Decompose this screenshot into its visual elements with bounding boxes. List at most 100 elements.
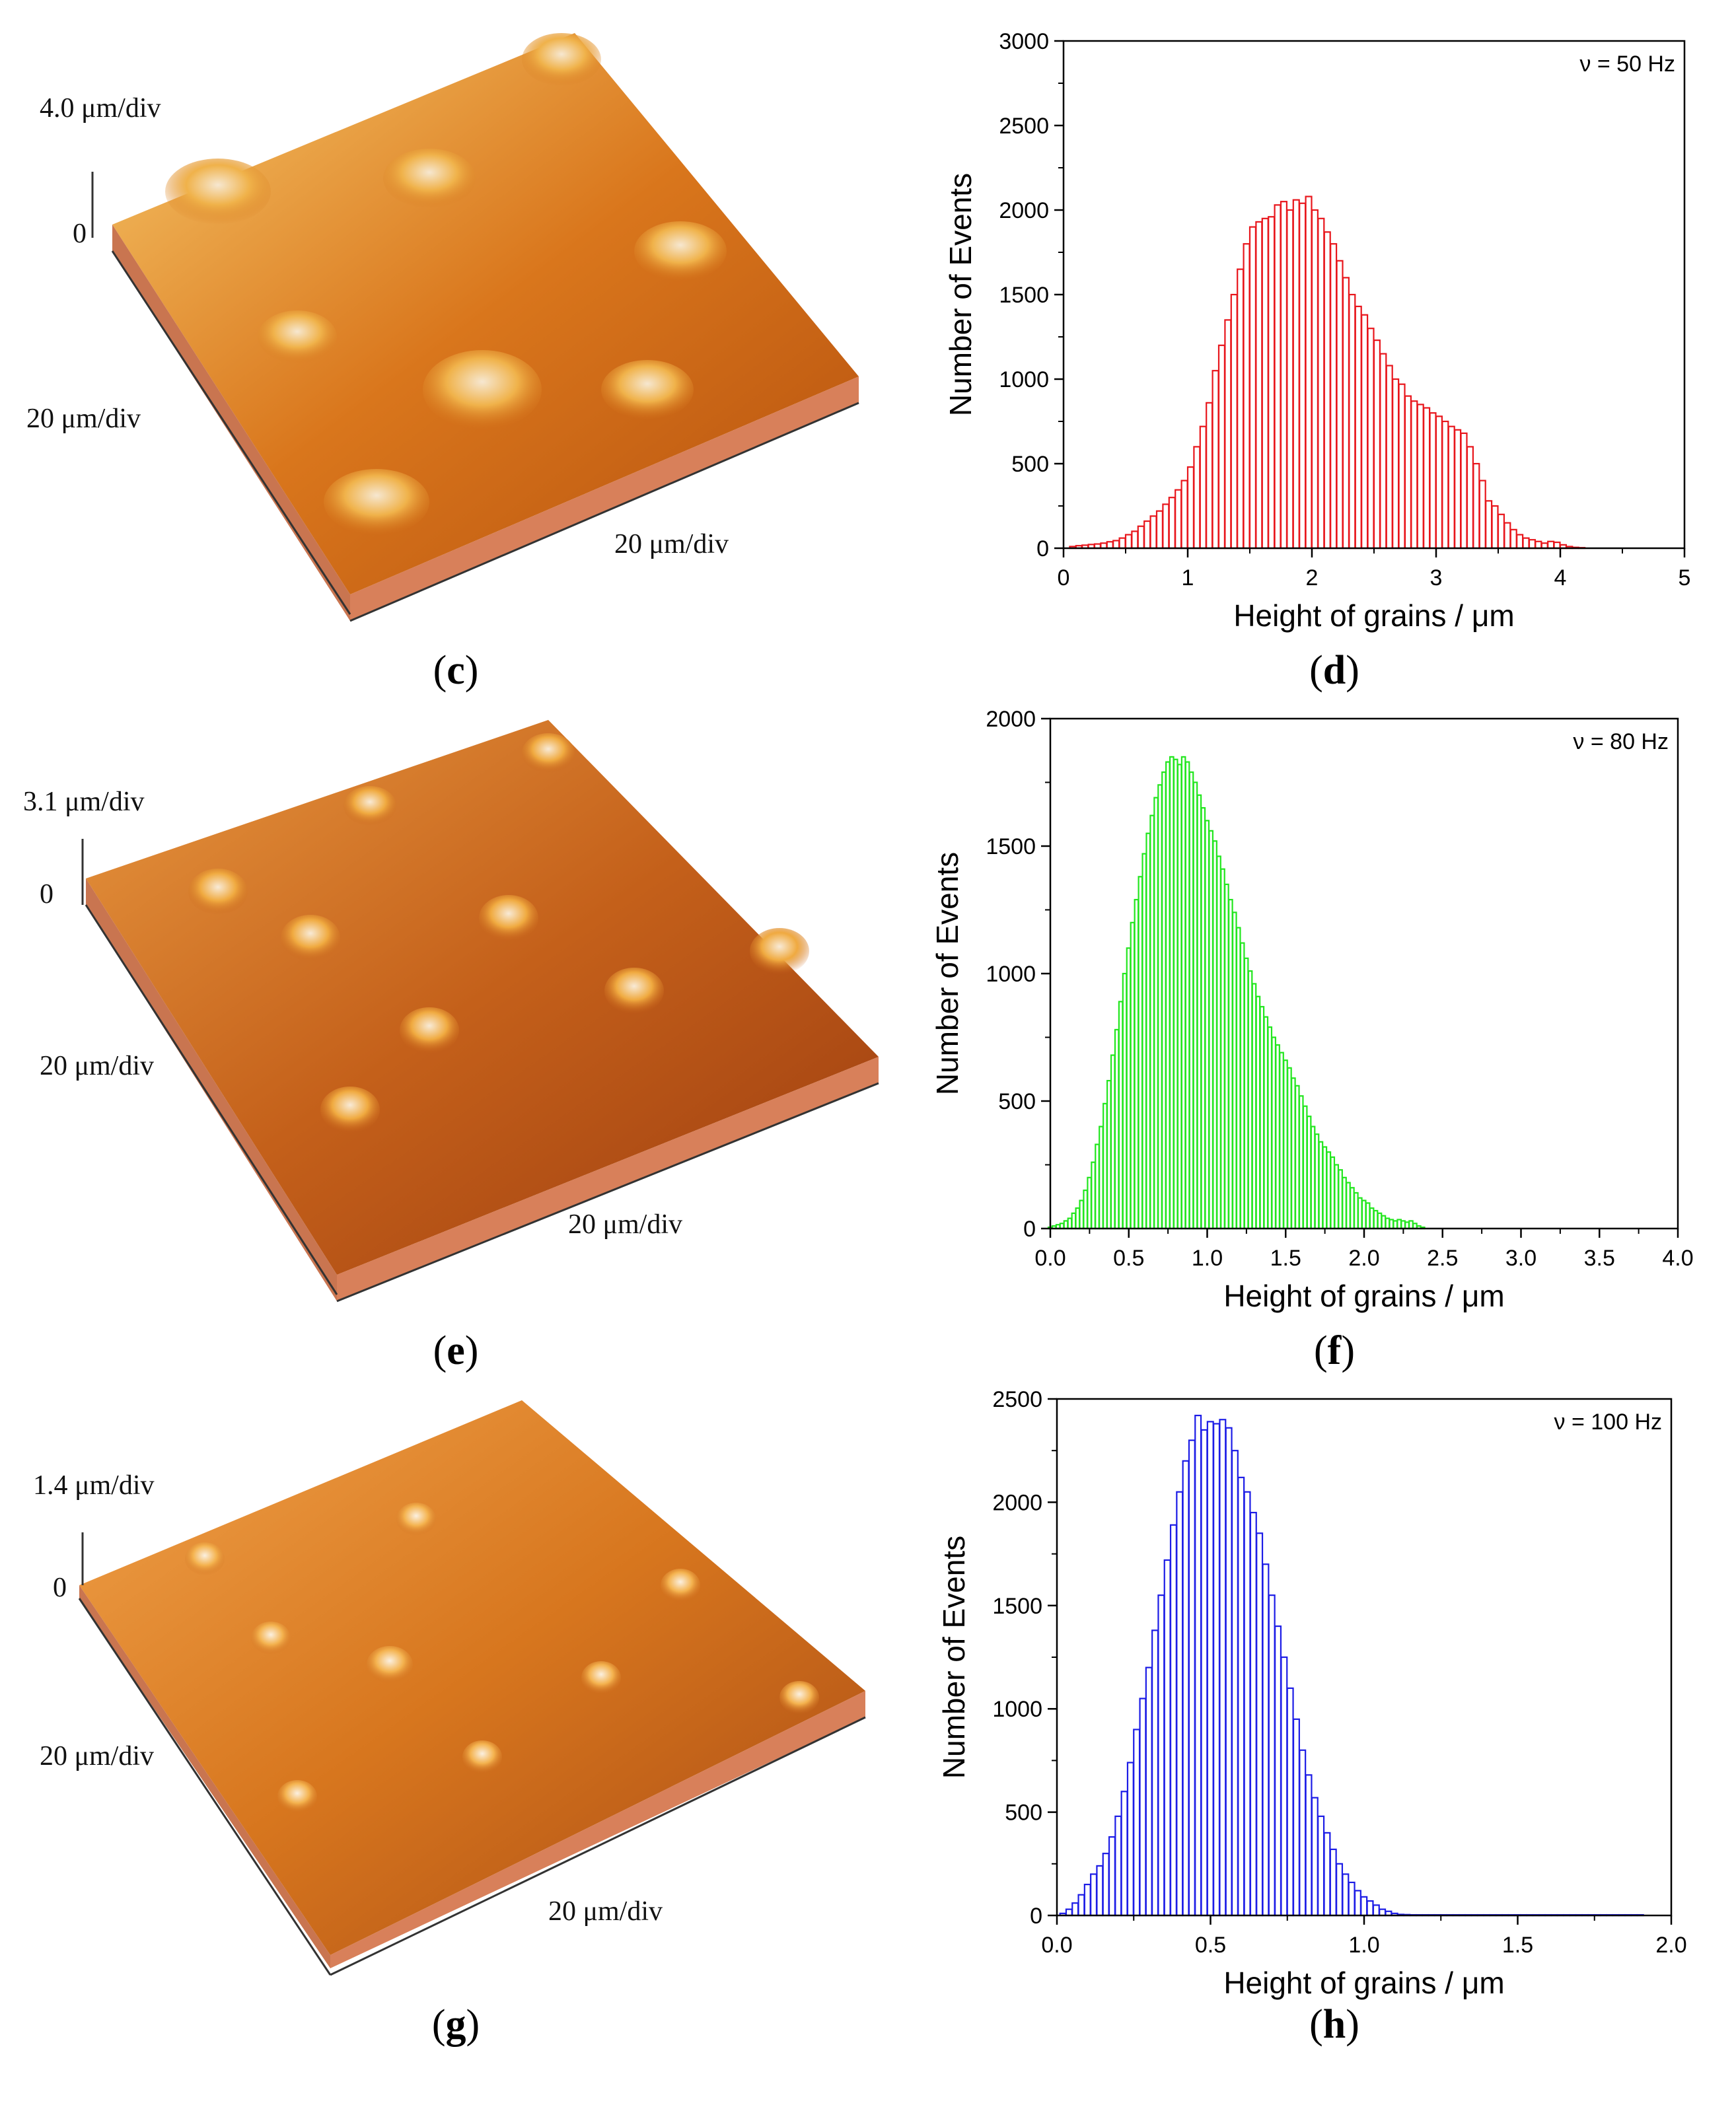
histogram-bar [1188,1439,1196,1917]
histogram-bar [1176,1491,1184,1917]
x-scale-label: 20 μm/div [548,1896,663,1927]
y-scale-label: 20 μm/div [40,1051,155,1081]
histogram-svg: 0.0 0.5 1.0 1.5 2.0 2.5 3.0 3.5 4.0 0 500 1000 1500 2… [930,707,1694,1313]
histogram-bar [1361,314,1369,550]
histogram-bar [1157,784,1163,1230]
histogram-bar [1314,1133,1320,1230]
histogram-bar [1162,503,1170,550]
histogram-bar [1330,243,1338,550]
histogram-bar [1286,209,1294,550]
x-tick-label: 3.0 [1505,1246,1537,1271]
afm-image-c: 4.0 μm/div 0 20 μm/div 20 μm/div [20,20,872,634]
histogram-bar [1485,500,1493,550]
y-tick-label: 2000 [999,198,1049,223]
histogram-bar [1243,957,1249,1230]
histogram-bar [1509,528,1517,550]
x-tick-label: 2 [1306,565,1319,590]
panel-caption-h: (h) [1309,2002,1359,2047]
x-scale-label: 20 μm/div [614,529,729,559]
y-tick-label: 2500 [992,1387,1042,1412]
histogram-bar [1237,1476,1245,1917]
histogram-bar [1083,1189,1089,1230]
y-tick-label: 0 [1023,1217,1036,1242]
histogram-bar [1348,1881,1356,1917]
histogram-bar [1145,832,1151,1230]
histogram-bar [1096,1865,1104,1917]
histogram-bar [1071,1902,1079,1917]
histogram-bar [1212,370,1219,550]
histogram-bar [1149,814,1155,1230]
x-tick-label: 1 [1182,565,1194,590]
histogram-bar [1206,402,1213,550]
histogram-bar [1357,1197,1363,1230]
z-scale-label: 3.1 μm/div [23,787,145,817]
histogram-bar [1255,221,1263,550]
histogram-bar [1326,1151,1332,1230]
histogram-bar [1112,540,1120,550]
histogram-bar [1194,1414,1202,1917]
z-zero-label: 0 [73,219,87,249]
histogram-bar [1110,1054,1116,1230]
histogram-bar [1095,1143,1100,1230]
histogram-bar [1441,420,1449,550]
histogram-bar [1310,1125,1316,1230]
histogram-bar [1106,541,1114,550]
histogram-bar [1087,1176,1092,1230]
x-axis-label: Height of grains / μm [1223,1966,1504,2000]
histogram-bar [1188,771,1194,1230]
histogram-bar [1354,305,1362,550]
histogram-bar [1274,1625,1282,1917]
histogram-bar [1318,1141,1324,1230]
histogram-bar [1472,462,1480,550]
histogram-bar [1249,1511,1257,1917]
histogram-bar [1114,1815,1122,1917]
y-axis-label: Number of Events [937,1536,971,1779]
histogram-bar [1268,1594,1276,1917]
y-tick-label: 500 [1011,452,1049,477]
y-tick-label: 0 [1030,1904,1042,1929]
histogram-bar [1294,1085,1300,1230]
afm-image-g: 1.4 μm/div 0 20 μm/div 20 μm/div [20,1387,879,1995]
histogram-bar [1267,1026,1273,1230]
histogram-bar [1279,1052,1284,1230]
histogram-d: 0 1 2 3 4 5 0 500 1000 1500 2000 2500 3000 Height of … [925,20,1718,641]
histogram-bar [1275,1044,1280,1230]
histogram-bar [1322,1146,1328,1230]
panel-caption-c: (c) [433,648,479,693]
histogram-bar [1398,383,1406,550]
histogram-bar [1243,243,1250,550]
histogram-bar [1163,1559,1171,1917]
histogram-bar [1553,541,1561,550]
y-axis-label: Number of Events [930,852,964,1095]
histogram-bar [1379,1908,1387,1917]
x-scale-label: 20 μm/div [568,1209,683,1240]
histogram-bar [1130,921,1136,1230]
histogram-bar [1372,1904,1380,1917]
histogram-bar [1120,1791,1128,1917]
histogram-bar [1503,522,1511,550]
histogram-bar [1400,1220,1406,1230]
x-axis-label: Height of grains / μm [1223,1279,1504,1313]
histogram-f: 0.0 0.5 1.0 1.5 2.0 2.5 3.0 3.5 4.0 0 500 1000 1500 2… [925,707,1718,1321]
histogram-bar [1137,525,1145,550]
z-zero-label: 0 [40,879,54,910]
histogram-bar [1200,1429,1208,1917]
histogram-bar [1200,807,1206,1230]
histogram-bar [1329,1848,1337,1917]
histogram-bar [1348,293,1356,550]
histogram-bar [1237,268,1245,550]
histogram-bar [1416,404,1424,550]
histogram-bar [1225,1427,1233,1917]
y-tick-label: 1500 [992,1594,1042,1619]
histogram-bar [1206,1421,1214,1917]
histogram-bar [1291,1077,1296,1230]
histogram-bar [1404,395,1412,550]
x-tick-label: 2.0 [1655,1933,1686,1958]
panel-caption-e: (e) [433,1328,479,1373]
histogram-bar [1338,1169,1343,1230]
histogram-bar [1298,1095,1304,1230]
histogram-bar [1134,898,1139,1230]
histogram-bar [1547,540,1555,550]
y-tick-label: 500 [1005,1801,1042,1826]
panel-caption-f: (f) [1314,1328,1355,1373]
